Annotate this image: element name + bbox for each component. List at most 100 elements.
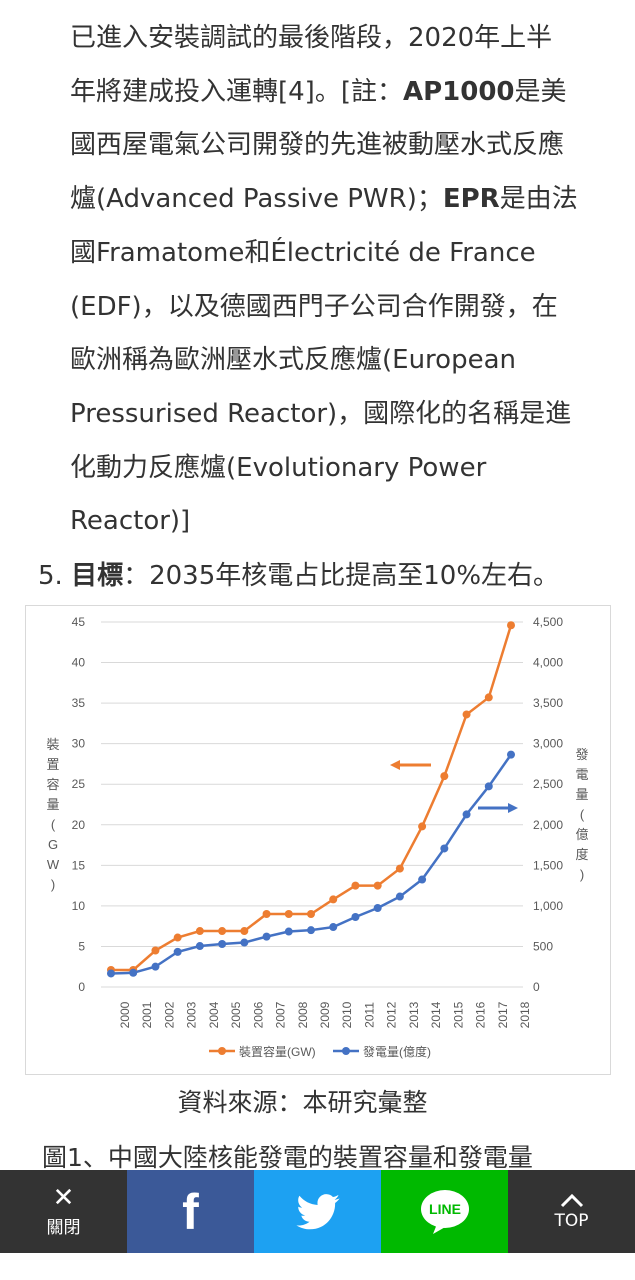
y-right-tick-label: 0 [533,980,540,994]
data-point [284,927,293,936]
article-paragraph: 已進入安裝調試的最後階段，2020年上半 年將建成投入運轉[4]。[註：AP10… [70,12,615,549]
y-left-tick-label: 45 [72,615,86,629]
y-left-tick-label: 10 [72,899,86,913]
paragraph-line: 歐洲稱為歐洲壓水式反應爐(European [70,345,516,376]
y-right-tick-label: 500 [533,939,553,953]
y-right-axis-label-char: 度 [575,847,588,862]
data-point [395,892,404,901]
y-right-axis-label-char: 量 [575,787,588,802]
data-point [507,621,515,630]
paragraph-text: 年將建成投入運轉[4]。[註： [70,76,403,107]
goal-label: 目標 [71,561,124,591]
data-point [195,942,204,951]
data-point [284,910,293,918]
y-right-tick-label: 1,500 [533,858,563,872]
data-point [107,969,115,978]
facebook-share-button[interactable]: f [127,1170,254,1253]
x-tick-label: 2000 [118,1001,132,1028]
y-right-axis-label-char: 電 [575,767,588,782]
paragraph-line: 已進入安裝調試的最後階段，2020年上半 [70,23,553,53]
left-axis-arrow-head [390,760,400,770]
goal-number: 5. [38,561,63,591]
back-to-top-button[interactable]: TOP [508,1170,635,1253]
close-button[interactable]: ✕ 關閉 [0,1170,127,1253]
y-left-tick-label: 25 [72,777,86,791]
y-right-tick-label: 2,000 [533,818,563,832]
paragraph-text: 爐(Advanced Passive PWR)； [70,184,443,215]
y-right-tick-label: 2,500 [533,777,563,791]
data-point [484,693,493,702]
data-point [195,927,204,936]
twitter-share-button[interactable] [254,1170,381,1253]
x-tick-label: 2009 [318,1001,332,1028]
legend-marker [218,1047,226,1055]
y-right-axis-label-char: ( [580,807,585,822]
data-point [240,927,249,936]
y-left-tick-label: 40 [72,656,86,670]
y-right-axis-label-char: 億 [575,827,588,842]
data-point [484,782,493,791]
paragraph-line: 爐(Advanced Passive PWR)；EPR是由法 [70,173,615,227]
y-left-axis-label-char: 量 [46,797,59,812]
goal-text: ：2035年核電占比提高至10%左右。 [123,561,560,591]
legend-label: 裝置容量(GW) [239,1044,316,1059]
data-point [218,927,227,936]
data-point [173,933,182,942]
y-right-tick-label: 4,500 [533,615,563,629]
data-point [151,946,160,955]
facebook-icon: f [182,1183,199,1240]
data-point [240,938,249,947]
data-point [173,947,182,956]
legend-marker [342,1047,350,1055]
x-tick-label: 2004 [207,1001,221,1028]
legend-label: 發電量(億度) [363,1044,431,1059]
y-left-axis-label-char: W [47,857,60,872]
y-left-tick-label: 0 [78,980,85,994]
y-left-tick-label: 5 [78,939,85,953]
y-right-tick-label: 3,500 [533,696,563,710]
y-right-axis-label-char: ) [580,867,584,882]
series-line [111,624,513,972]
line-share-button[interactable]: LINE [381,1170,508,1253]
data-point [262,910,271,918]
data-point [351,913,360,922]
data-point [262,932,271,941]
y-left-tick-label: 35 [72,696,86,710]
data-point [507,750,515,759]
right-axis-arrow-head [508,803,518,813]
paragraph-line: 國西屋電氣公司開發的先進被動壓水式反應 [70,130,565,161]
x-tick-label: 2013 [407,1001,421,1028]
x-tick-label: 2011 [362,1002,376,1028]
data-point [418,875,427,884]
paragraph-text: 是美 [514,76,567,107]
data-point [373,881,382,890]
paragraph-text: 是由法 [499,184,578,215]
x-tick-label: 2003 [185,1001,199,1028]
chevron-up-icon [560,1193,583,1207]
x-tick-label: 2008 [296,1001,310,1028]
x-tick-label: 2012 [385,1001,399,1028]
y-left-tick-label: 30 [72,737,86,751]
y-right-tick-label: 3,000 [533,737,563,751]
x-tick-label: 2005 [229,1001,243,1028]
data-point [218,940,227,949]
x-tick-label: 2017 [496,1001,510,1028]
line-icon: LINE [420,1189,469,1234]
y-left-axis-label-char: ) [51,877,55,892]
goal-item: 5. 目標：2035年核電占比提高至10%左右。 [38,550,618,603]
y-right-tick-label: 1,000 [533,899,563,913]
close-label: 關閉 [46,1218,81,1238]
y-right-axis-label-char: 發 [575,747,588,762]
source-text: 資料來源：本研究彙整 [177,1088,428,1117]
data-point [129,968,138,977]
data-point [351,881,360,890]
x-tick-label: 2016 [474,1001,488,1028]
paragraph-line: 化動力反應爐(Evolutionary Power [70,452,487,483]
ap1000-term: AP1000 [402,76,515,107]
x-tick-label: 2014 [429,1001,443,1028]
y-left-axis-label-char: 置 [46,757,59,772]
paragraph-line: Pressurised Reactor)，國際化的名稱是進 [70,398,572,429]
x-tick-label: 2018 [518,1001,532,1028]
data-point [307,926,315,935]
data-point [307,910,315,918]
